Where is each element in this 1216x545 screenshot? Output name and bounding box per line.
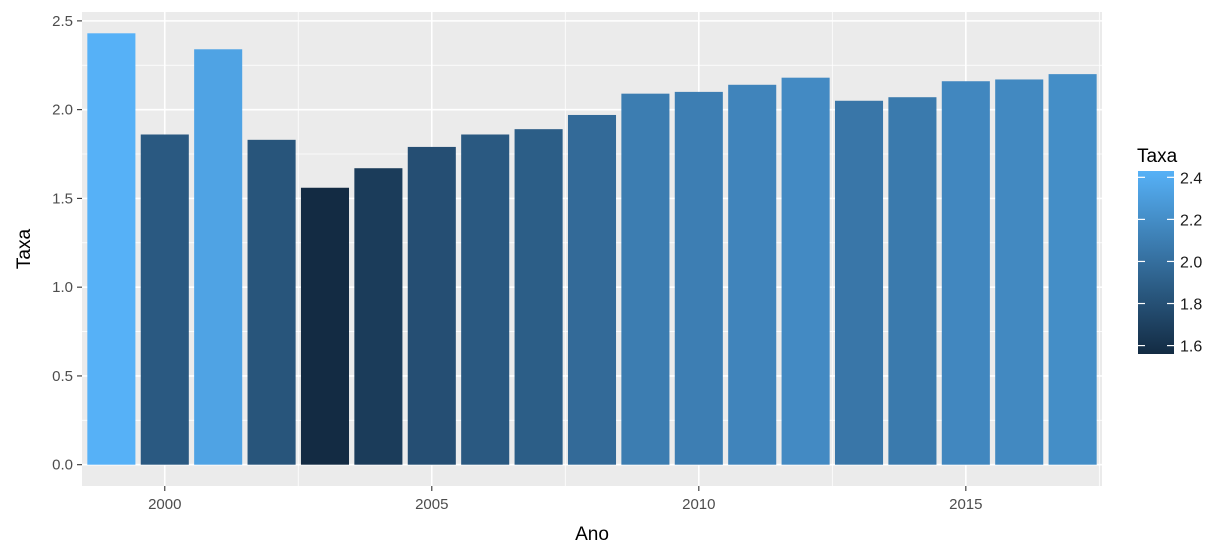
x-tick-label: 2000 [148, 496, 181, 513]
bar-2003 [300, 187, 350, 465]
bar-2008 [567, 114, 617, 465]
legend-tick-label: 1.8 [1180, 297, 1202, 314]
bars [87, 33, 1097, 465]
x-axis: 2000 2005 2010 2015 [148, 486, 983, 513]
x-tick-label: 2015 [949, 496, 982, 513]
y-tick-label: 0.5 [52, 368, 73, 385]
legend-tick-label: 2.0 [1180, 254, 1202, 271]
bar-2010 [674, 91, 723, 465]
bar-2004 [354, 168, 403, 465]
legend-title: Taxa [1137, 146, 1178, 167]
bar-2007 [514, 129, 563, 465]
bar-2006 [461, 134, 510, 465]
y-tick-label: 0.0 [52, 457, 73, 474]
bar-1999 [87, 33, 136, 465]
legend-colorbar [1138, 171, 1174, 354]
bar-2002 [247, 139, 296, 465]
y-tick-label: 2.5 [52, 13, 73, 30]
legend-tick-label: 1.6 [1180, 339, 1202, 356]
bar-2001 [194, 49, 243, 465]
bar-2014 [888, 97, 937, 465]
bar-2005 [407, 146, 456, 465]
x-tick-label: 2010 [682, 496, 715, 513]
bar-2012 [781, 77, 830, 465]
y-tick-label: 1.0 [52, 279, 73, 296]
y-axis: 0.0 0.5 1.0 1.5 2.0 2.5 [52, 13, 82, 474]
y-tick-label: 2.0 [52, 102, 73, 119]
y-tick-label: 1.5 [52, 190, 73, 207]
y-axis-title: Taxa [14, 229, 35, 270]
legend-tick-label: 2.2 [1180, 212, 1202, 229]
bar-2015 [941, 81, 990, 465]
bar-2013 [834, 100, 884, 465]
bar-2011 [728, 84, 777, 465]
legend: Taxa 1.6 1.8 2.0 2.2 2.4 [1137, 146, 1202, 356]
x-axis-title: Ano [575, 524, 609, 545]
x-tick-label: 2005 [415, 496, 448, 513]
legend-tick-label: 2.4 [1180, 170, 1202, 187]
bar-2016 [995, 79, 1044, 465]
bar-2000 [140, 134, 189, 465]
bar-2017 [1048, 74, 1097, 465]
bar-2009 [621, 93, 670, 465]
